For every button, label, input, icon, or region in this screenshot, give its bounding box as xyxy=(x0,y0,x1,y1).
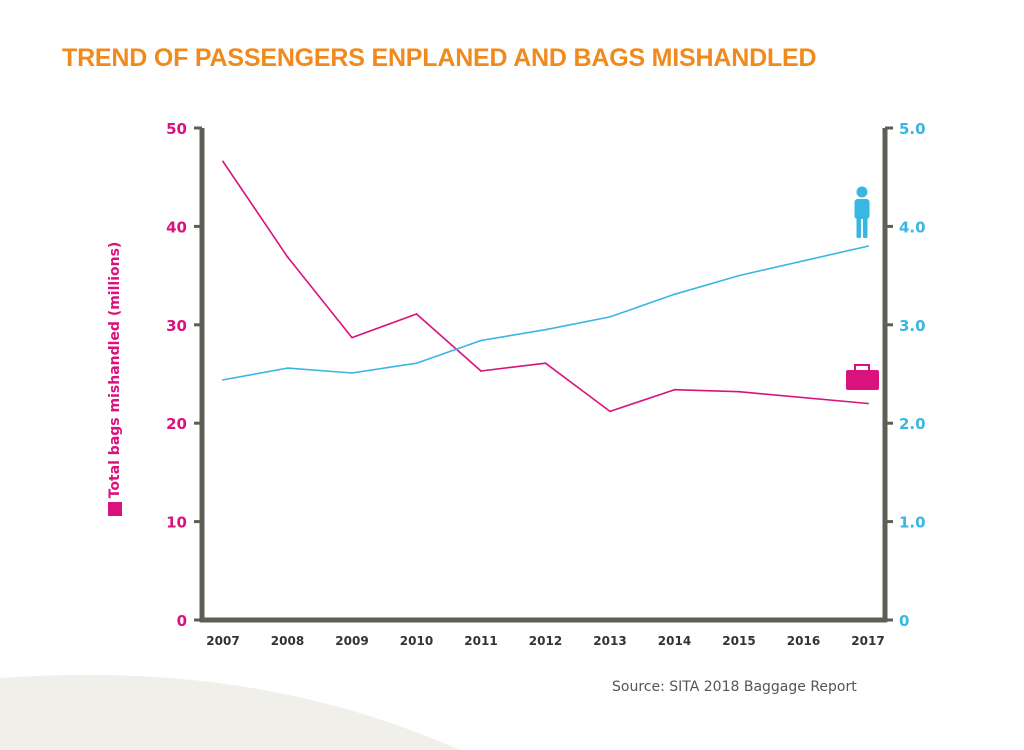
left-axis-title-group: Total bags mishandled (millions) xyxy=(107,242,123,499)
axes xyxy=(199,128,888,623)
passengers-data-point xyxy=(544,328,547,331)
series-layer xyxy=(222,160,869,413)
person-icon xyxy=(854,186,870,238)
x-axis-ticks: 2007 2008 2009 2010 2011 2012 2013 2014 2015 2016… xyxy=(206,634,884,648)
bags-data-point xyxy=(609,410,611,413)
right-tick-label: 3.0 xyxy=(899,317,926,335)
x-tick-label: 2014 xyxy=(658,634,691,648)
right-tick-label: 5.0 xyxy=(899,120,926,138)
bags-data-point xyxy=(222,160,224,163)
left-tick-label: 20 xyxy=(166,415,187,433)
passengers-series-line xyxy=(222,245,869,381)
x-tick-label: 2007 xyxy=(206,634,239,648)
left-tick-label: 40 xyxy=(166,218,187,236)
passengers-data-point xyxy=(222,379,224,381)
passengers-data-point xyxy=(867,245,869,247)
bags-data-point xyxy=(544,362,547,365)
x-tick-label: 2012 xyxy=(529,634,562,648)
bags-data-point xyxy=(480,370,482,372)
right-tick-label: 2.0 xyxy=(899,415,926,433)
suitcase-icon xyxy=(846,364,879,390)
right-tick-label: 0 xyxy=(899,612,909,630)
left-tick-label: 0 xyxy=(177,612,187,630)
left-axis-title: Total bags mishandled (millions) xyxy=(107,242,123,499)
passengers-data-point xyxy=(415,362,418,365)
x-tick-label: 2008 xyxy=(271,634,304,648)
right-tick-label: 1.0 xyxy=(899,514,926,532)
x-tick-label: 2015 xyxy=(722,634,755,648)
x-tick-label: 2009 xyxy=(335,634,368,648)
background-swoosh xyxy=(0,674,460,750)
passengers-data-point xyxy=(351,372,353,374)
right-axis-ticks: 0 1.0 2.0 3.0 4.0 5.0 xyxy=(885,120,926,630)
chart-title: TREND OF PASSENGERS ENPLANED AND BAGS MI… xyxy=(62,44,817,72)
passengers-data-point xyxy=(673,293,676,296)
bags-data-point xyxy=(351,336,353,339)
right-tick-label: 4.0 xyxy=(899,218,926,236)
passengers-data-point xyxy=(480,339,482,342)
bags-data-point xyxy=(738,390,740,393)
left-tick-label: 30 xyxy=(166,317,187,335)
left-tick-label: 10 xyxy=(166,514,187,532)
x-tick-label: 2010 xyxy=(400,634,433,648)
source-note: Source: SITA 2018 Baggage Report xyxy=(612,679,857,695)
passengers-data-point xyxy=(286,367,289,369)
bags-series-line xyxy=(222,161,869,413)
pink-square-icon xyxy=(108,502,122,516)
x-tick-label: 2011 xyxy=(464,634,497,648)
left-tick-label: 50 xyxy=(166,120,187,138)
x-tick-label: 2013 xyxy=(593,634,626,648)
bags-data-point xyxy=(415,313,418,315)
bags-data-point xyxy=(673,388,676,391)
passengers-data-point xyxy=(609,316,611,318)
bags-data-point xyxy=(867,402,869,405)
bags-data-point xyxy=(286,256,289,258)
passengers-data-point xyxy=(738,274,740,277)
x-tick-label: 2016 xyxy=(787,634,820,648)
x-tick-label: 2017 xyxy=(851,634,884,648)
left-axis-ticks: 0 10 20 30 40 50 xyxy=(166,120,202,630)
